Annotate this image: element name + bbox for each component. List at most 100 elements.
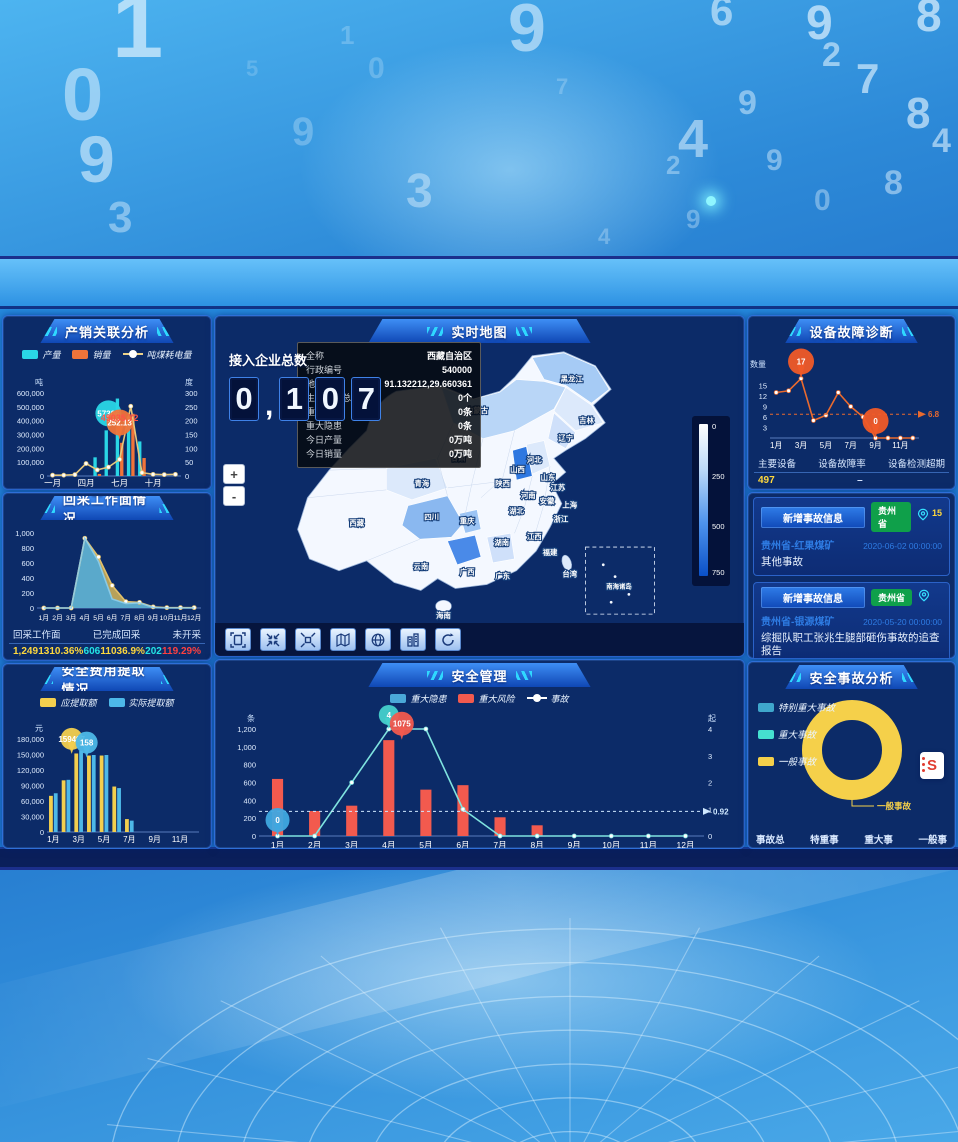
province-label[interactable]: 湖北 — [508, 505, 526, 516]
svg-text:4月: 4月 — [80, 614, 91, 622]
legend-line-swatch — [122, 350, 143, 358]
zoom-out-button[interactable]: - — [223, 486, 245, 506]
title-slash-right-icon — [516, 671, 532, 680]
province-hunan[interactable] — [486, 532, 515, 564]
legend: 应提取额 实际提取额 — [3, 693, 211, 711]
mine-name: 贵州省-红果煤矿 — [761, 541, 835, 552]
pin-count-badge: 15 — [931, 508, 942, 518]
counter-comma: , — [265, 389, 274, 422]
province-label[interactable]: 上海 — [561, 500, 579, 511]
svg-text:150,000: 150,000 — [17, 751, 44, 760]
province-label[interactable]: 江西 — [526, 531, 544, 542]
svg-text:120,000: 120,000 — [17, 766, 44, 775]
fit-screen-icon-button[interactable] — [225, 628, 251, 651]
stat-label: 已完成回采 — [92, 630, 141, 641]
svg-text:5月: 5月 — [93, 614, 104, 622]
province-label[interactable]: 河北 — [526, 454, 544, 465]
title-slash-right-icon — [157, 327, 173, 336]
hainan-island[interactable] — [435, 600, 452, 613]
stat-value: – — [857, 475, 863, 486]
province-label[interactable]: 江苏 — [549, 482, 567, 493]
legend-swatch — [40, 697, 57, 707]
province-sichuan[interactable] — [401, 495, 464, 540]
safety-management-chart: 0 200 400 600 800 1,000 1,200 0 1 2 3 4 条 起 1月 2月 3月 4月 5月… — [237, 705, 729, 848]
zoom-in-button[interactable]: + — [223, 464, 245, 484]
province-label[interactable]: 安徽 — [539, 496, 557, 507]
compress-icon-button[interactable] — [260, 628, 286, 651]
floating-s-icon[interactable]: S — [920, 752, 944, 779]
panel-title-text: 回采工作面情况 — [62, 492, 147, 526]
province-label[interactable]: 广西 — [459, 567, 477, 578]
province-jilin[interactable] — [553, 386, 604, 432]
panel-safety-fee: 安全费用提取情况 应提取额 实际提取额 0 30,000 60,000 90,000 1… — [2, 663, 212, 849]
building-icon-button[interactable] — [400, 628, 426, 651]
background-digit: 9 — [292, 110, 315, 154]
svg-text:200: 200 — [185, 417, 198, 426]
svg-text:1月: 1月 — [770, 441, 782, 450]
province-label[interactable]: 青海 — [413, 478, 431, 489]
province-label[interactable]: 四川 — [423, 511, 440, 522]
accident-card-title-button[interactable]: 新增事故信息 — [761, 506, 865, 528]
province-label[interactable]: 重庆 — [459, 515, 477, 526]
svg-text:6月: 6月 — [107, 614, 118, 622]
panel-mining-face: 回采工作面情况 0 200 400 600 800 1,000 1月 2月 3月 4月 5月 6月 7月… — [2, 492, 212, 661]
taiwan-island[interactable] — [560, 554, 573, 572]
panel-title-text: 安全管理 — [451, 668, 508, 684]
svg-text:0.92: 0.92 — [713, 807, 729, 816]
accident-card[interactable]: 新增事故信息 贵州省 15 贵州省-红果煤矿 2020-06-02 00:00:… — [753, 497, 950, 577]
globe-icon-button[interactable] — [365, 628, 391, 651]
legend-label: 事故 — [550, 693, 569, 704]
map-layers-icon-button[interactable] — [330, 628, 356, 651]
accident-analysis-stats: 事故总 特重事 重大事 一般事 — [756, 832, 947, 846]
province-label[interactable]: 河南 — [520, 490, 538, 501]
province-guizhou[interactable] — [447, 534, 482, 566]
svg-text:4: 4 — [387, 711, 392, 720]
province-label[interactable]: 广东 — [494, 571, 512, 582]
province-label[interactable]: 吉林 — [578, 415, 596, 426]
province-label[interactable]: 山西 — [509, 464, 527, 475]
legend-item: 重大风险 — [458, 692, 515, 705]
accident-card-sub: 贵州省-银源煤矿 2020-05-20 00:00:00 — [761, 613, 942, 628]
province-label[interactable]: 台湾 — [561, 569, 579, 580]
province-label[interactable]: 海南 — [435, 610, 453, 621]
color-scale-bar — [699, 424, 708, 576]
counter-label: 接入企业总数 — [229, 353, 308, 368]
province-label[interactable]: 浙江 — [552, 513, 570, 524]
expand-icon-button[interactable] — [295, 628, 321, 651]
background-digit: 4 — [678, 109, 709, 169]
province-label[interactable]: 陕西 — [494, 478, 512, 489]
legend-label: 实际提取额 — [128, 697, 174, 708]
svg-text:9: 9 — [763, 403, 767, 412]
svg-text:1,000: 1,000 — [15, 529, 34, 538]
province-hebei[interactable] — [526, 440, 551, 475]
province-shanxi[interactable] — [512, 446, 533, 481]
svg-text:数量: 数量 — [750, 359, 766, 369]
tooltip-row: 重大隐患 0条 — [306, 421, 472, 431]
province-label[interactable]: 南海诸岛 — [605, 580, 633, 591]
province-liaoning[interactable] — [547, 412, 577, 449]
background-digit: 9 — [806, 0, 833, 50]
accident-card[interactable]: 新增事故信息 贵州省 贵州省-银源煤矿 2020-05-20 00:00:00 … — [753, 582, 950, 658]
province-label[interactable]: 黑龙江 — [560, 373, 585, 384]
background-digit: 0 — [368, 52, 385, 85]
province-label[interactable]: 辽宁 — [557, 432, 575, 443]
svg-text:四月: 四月 — [78, 478, 95, 488]
stat-label: 回采工作面 — [13, 630, 61, 641]
panel-title: 安全管理 — [368, 663, 590, 687]
stat-value: 497 — [758, 475, 775, 486]
legend-swatch — [22, 349, 39, 359]
legend-item: 产量 — [22, 348, 60, 361]
province-label[interactable]: 湖南 — [493, 537, 511, 548]
province-label[interactable]: 福建 — [541, 547, 560, 558]
province-heilongjiang[interactable] — [531, 352, 610, 404]
legend-swatch — [108, 697, 125, 707]
accident-card-title-button[interactable]: 新增事故信息 — [761, 587, 865, 609]
legend-swatch — [72, 349, 89, 359]
background-digit: 7 — [556, 74, 569, 99]
province-label[interactable]: 西藏 — [348, 517, 366, 528]
province-label[interactable]: 山东 — [540, 472, 558, 483]
province-label[interactable]: 云南 — [412, 561, 430, 572]
refresh-icon-button[interactable] — [435, 628, 461, 651]
